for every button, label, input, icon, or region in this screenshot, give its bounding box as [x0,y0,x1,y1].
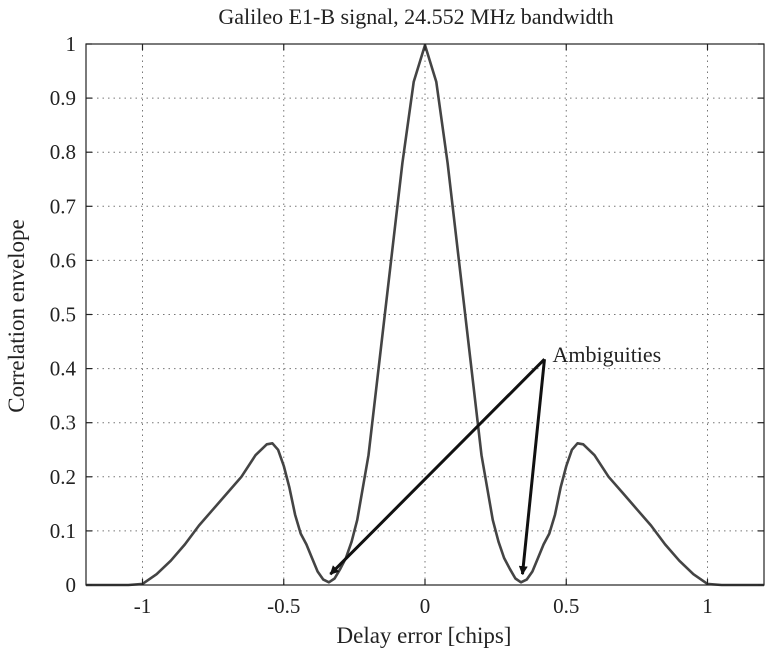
y-tick-label: 0.1 [50,519,76,543]
chart-title: Galileo E1-B signal, 24.552 MHz bandwidt… [218,4,613,29]
y-tick-label: 1 [66,32,77,56]
y-tick-label: 0.8 [50,140,76,164]
annotation-arrow [518,359,546,576]
grid-layer [86,43,764,586]
annotation-label: Ambiguities [552,342,661,367]
x-axis-label: Delay error [chips] [337,623,512,648]
x-tick-label: 0.5 [553,594,579,618]
x-tick-label: -0.5 [267,594,300,618]
x-tick-label: 0 [420,594,431,618]
annotation-arrow [329,358,546,576]
y-tick-label: 0.5 [50,303,76,327]
y-tick-label: 0.9 [50,86,76,110]
series-line [86,43,764,587]
y-tick-label: 0 [66,573,77,597]
x-tick-label: 1 [702,594,713,618]
annotation-layer: Ambiguities [329,342,661,576]
y-axis-label: Correlation envelope [4,219,29,413]
y-tick-label: 0.6 [50,248,76,272]
x-tick-label: -1 [134,594,152,618]
y-tick-label: 0.7 [50,194,76,218]
y-tick-label: 0.3 [50,411,76,435]
tick-layer: -1 -0.5 0 0.5 1 0 0.1 0.2 0.3 0.4 0.5 0.6 0.7 0.8 0.9 1 [50,32,764,618]
line-layer [86,43,764,587]
y-tick-label: 0.2 [50,465,76,489]
y-tick-label: 0.4 [50,357,77,381]
